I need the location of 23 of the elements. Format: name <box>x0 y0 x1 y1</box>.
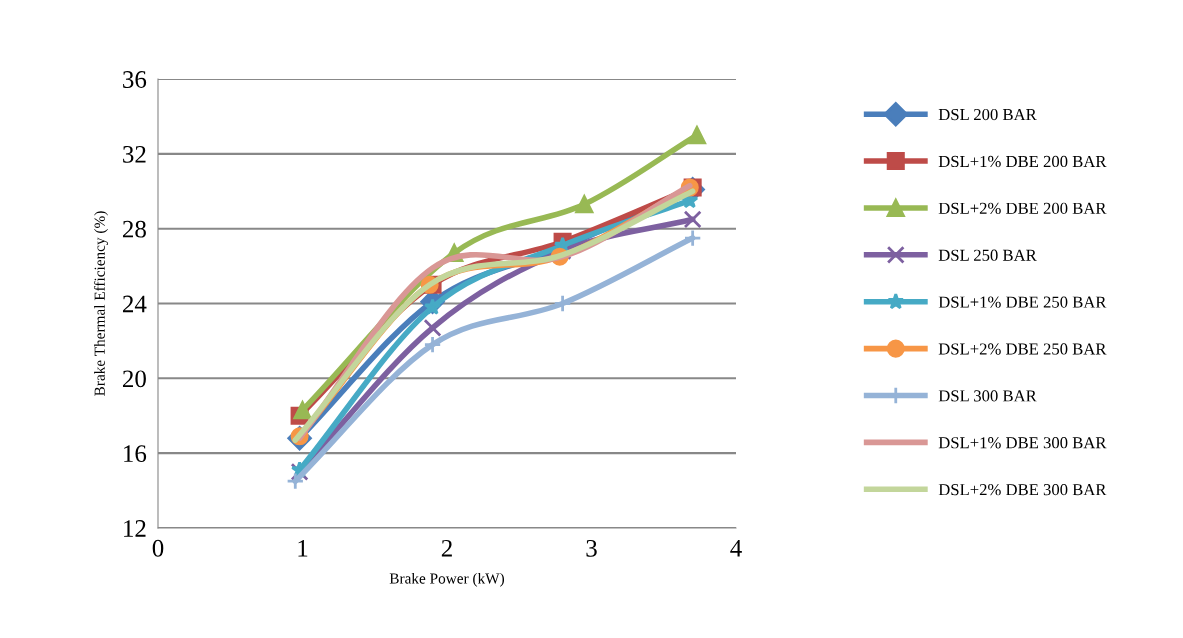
x-tick-label: 0 <box>152 539 164 557</box>
y-tick-label: 20 <box>122 370 146 388</box>
x-tick-label: 2 <box>441 539 452 557</box>
x-tick-label: 3 <box>586 539 597 557</box>
y-tick-label: 16 <box>124 445 147 463</box>
legend-label: DSL+1% DBE 200 BAR <box>938 155 1107 168</box>
legend-label: DSL 200 BAR <box>938 108 1037 121</box>
legend-label: DSL+1% DBE 250 BAR <box>938 296 1107 308</box>
legend-label: DSL 300 BAR <box>938 390 1037 402</box>
legend-label: DSL 250 BAR <box>938 249 1037 261</box>
y-tick-label: 36 <box>123 71 147 88</box>
legend-label: DSL+1% DBE 300 BAR <box>938 437 1107 449</box>
x-tick-label: 1 <box>298 539 308 557</box>
legend-label: DSL+2% DBE 200 BAR <box>938 202 1107 215</box>
legend-label: DSL+2% DBE 300 BAR <box>938 484 1107 496</box>
x-tick-label: 4 <box>730 540 742 557</box>
legend-label: DSL+2% DBE 250 BAR <box>938 343 1107 355</box>
y-tick-label: 24 <box>122 295 147 313</box>
y-tick-label: 12 <box>124 520 146 537</box>
y-tick-label: 28 <box>122 220 146 238</box>
y-tick-label: 32 <box>123 145 146 163</box>
x-axis-title: Brake Power (kW) <box>389 572 505 587</box>
y-axis-title: Brake Thermal Efficiency (%) <box>93 211 108 396</box>
